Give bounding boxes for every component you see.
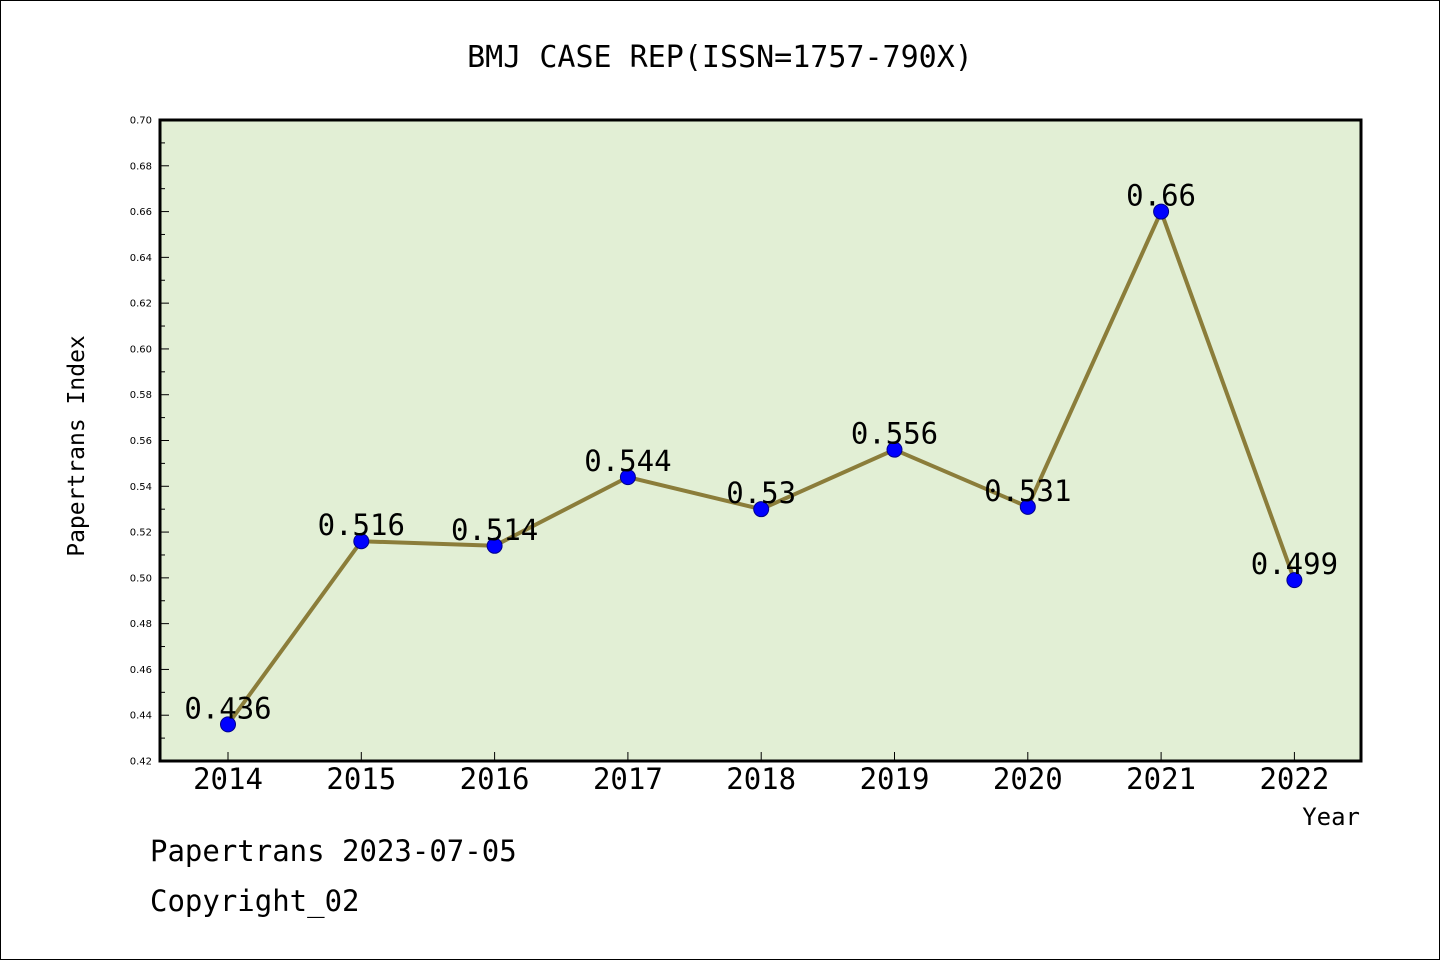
chart-title: BMJ CASE REP(ISSN=1757-790X): [467, 40, 973, 75]
data-point: [886, 441, 903, 458]
y-tick-label: 0.52: [130, 528, 152, 539]
x-tick-label: 2019: [860, 762, 930, 796]
data-label: 0.531: [984, 474, 1071, 508]
x-tick-label: 2015: [326, 762, 396, 796]
data-label: 0.544: [584, 444, 671, 478]
y-tick-label: 0.60: [130, 344, 152, 355]
x-tick-label: 2018: [726, 762, 796, 796]
x-axis-label: Year: [1302, 803, 1360, 831]
footer-copyright: Copyright_02: [150, 884, 360, 918]
y-tick-label: 0.44: [130, 711, 152, 722]
x-tick-label: 2022: [1259, 762, 1329, 796]
data-point: [753, 501, 770, 518]
plot-area: [158, 118, 1363, 763]
y-tick-label: 0.46: [130, 665, 152, 676]
y-axis-label: Papertrans Index: [64, 335, 90, 557]
x-tick-label: 2020: [993, 762, 1063, 796]
data-point: [1019, 498, 1036, 515]
x-tick-label: 2014: [193, 762, 263, 796]
data-point: [486, 537, 503, 554]
data-label: 0.499: [1251, 547, 1338, 581]
data-label: 0.514: [451, 513, 538, 547]
data-point: [1153, 203, 1170, 220]
y-tick-label: 0.48: [130, 619, 152, 630]
y-tick-label: 0.42: [130, 757, 152, 768]
y-tick-label: 0.66: [130, 207, 152, 218]
series-layer: 0.436 0.516 0.514 0.544 0.53 0.556 0.531 0.66 0.…: [184, 179, 1338, 733]
y-tick-label: 0.68: [130, 161, 152, 172]
y-tick-label: 0.64: [130, 253, 152, 264]
data-point: [220, 716, 236, 733]
x-tick-label: 2021: [1126, 762, 1196, 796]
data-point: [1286, 572, 1303, 589]
x-tick-label: 2017: [593, 762, 663, 796]
data-point: [619, 469, 636, 486]
data-label: 0.556: [851, 417, 938, 451]
y-tick-label: 0.50: [130, 573, 152, 584]
y-tick-label: 0.62: [130, 299, 152, 310]
y-tick-label: 0.58: [130, 390, 152, 401]
data-label: 0.66: [1126, 179, 1196, 213]
data-label: 0.516: [318, 508, 405, 542]
y-tick-label: 0.56: [130, 436, 152, 447]
data-label: 0.53: [726, 476, 796, 510]
footer-date: Papertrans 2023-07-05: [150, 834, 517, 868]
x-axis: 2014 2015 2016 2017 2018 2019 2020 2021 2022: [193, 752, 1329, 796]
data-point: [353, 533, 370, 550]
y-axis: 0.42 0.44 0.46 0.48 0.50 0.52 0.54 0.56 0.58 0.60…: [130, 116, 169, 768]
y-tick-label: 0.54: [130, 482, 152, 493]
data-label: 0.436: [184, 691, 271, 725]
y-tick-label: 0.70: [130, 116, 152, 127]
x-tick-label: 2016: [460, 762, 530, 796]
